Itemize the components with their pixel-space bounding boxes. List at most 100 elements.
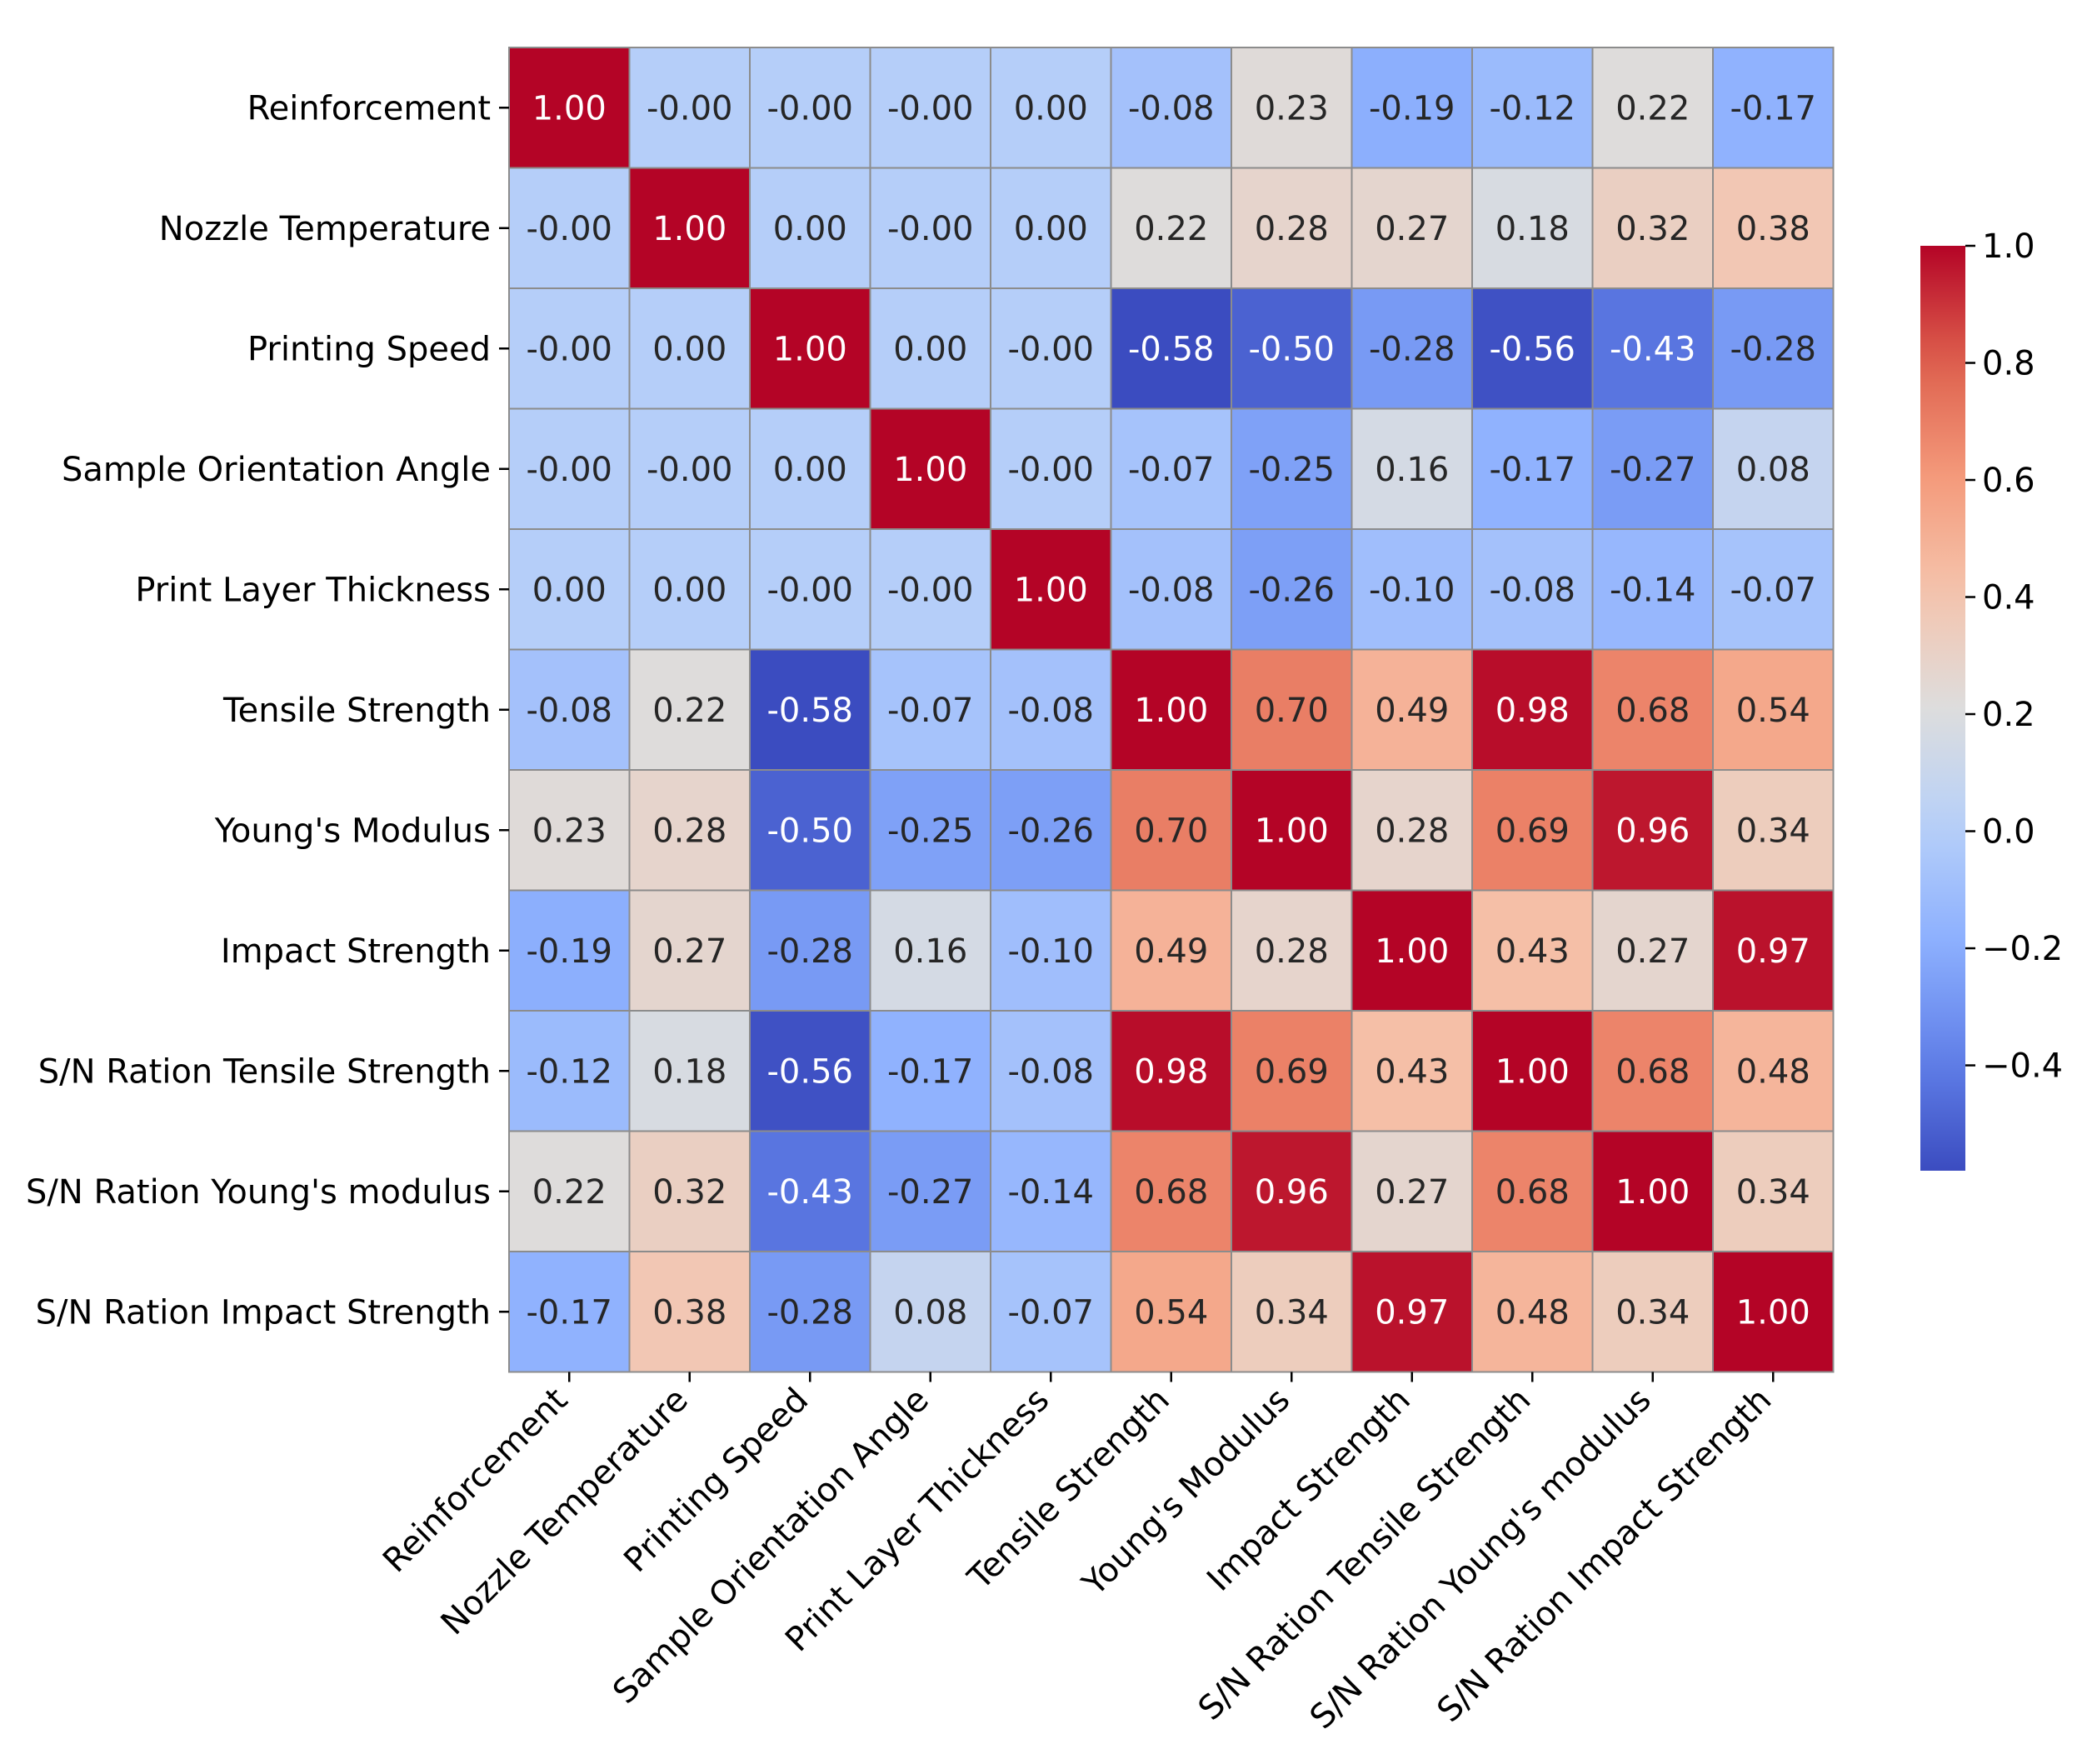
heatmap-cell-r9-c0: [508, 1130, 631, 1252]
colorbar-tick-label-7: −0.4: [1982, 1047, 2063, 1086]
cell-value-r1-c10: 0.38: [1736, 210, 1810, 248]
column-label-nozzle-temperature: Nozzle Temperature: [434, 1381, 696, 1642]
cell-value-r5-c1: 0.22: [652, 692, 726, 730]
heatmap-cell-r0-c9: [1591, 47, 1714, 169]
heatmap-cell-r4-c1: [628, 528, 751, 651]
cell-value-r3-c7: 0.16: [1375, 451, 1449, 489]
cell-value-r5-c0: -0.08: [527, 692, 613, 730]
cell-value-r6-c1: 0.28: [652, 812, 726, 850]
cell-value-r9-c1: 0.32: [652, 1173, 726, 1212]
heatmap-cell-r4-c0: [508, 528, 631, 651]
colorbar-tick-label-1: 0.8: [1982, 345, 2035, 383]
cell-value-r8-c0: -0.12: [527, 1052, 613, 1091]
cell-value-r2-c9: -0.43: [1610, 330, 1696, 368]
heatmap-cell-r3-c10: [1712, 407, 1835, 530]
row-label-sample-orientation-angle: Sample Orientation Angle: [62, 451, 491, 489]
row-axis: Reinforcement Nozzle Temperature Printing …: [26, 89, 509, 1332]
heatmap-cell-r10-c5: [1110, 1251, 1232, 1373]
cell-value-r2-c6: -0.50: [1249, 330, 1336, 368]
cell-value-r10-c4: -0.07: [1008, 1293, 1095, 1332]
heatmap-cell-r1-c9: [1591, 167, 1714, 289]
cell-value-r7-c0: -0.19: [527, 932, 613, 971]
heatmap-cell-r8-c7: [1351, 1010, 1473, 1132]
cell-value-r7-c2: -0.28: [767, 932, 854, 971]
cell-value-r8-c5: 0.98: [1134, 1052, 1208, 1091]
cell-value-r10-c7: 0.97: [1375, 1293, 1449, 1332]
cell-value-r1-c0: -0.00: [527, 210, 613, 248]
row-label-s-n-ration-tensile-strength: S/N Ration Tensile Strength: [38, 1052, 491, 1091]
cell-value-r7-c4: -0.10: [1008, 932, 1095, 971]
cell-value-r4-c6: -0.26: [1249, 571, 1336, 609]
heatmap-cell-r8-c10: [1712, 1010, 1835, 1132]
heatmap-cell-r10-c2: [749, 1251, 871, 1373]
heatmap-cell-r2-c8: [1471, 287, 1594, 410]
cell-value-r2-c0: -0.00: [527, 330, 613, 368]
heatmap-cell-r3-c2: [749, 407, 871, 530]
heatmap-cell-r8-c6: [1231, 1010, 1353, 1132]
cell-value-r0-c10: -0.17: [1730, 89, 1817, 127]
cell-value-r8-c4: -0.08: [1008, 1052, 1095, 1091]
heatmap-cell-r1-c2: [749, 167, 871, 289]
cell-value-r7-c5: 0.49: [1134, 932, 1208, 971]
cell-value-r4-c9: -0.14: [1610, 571, 1696, 609]
cell-value-r3-c10: 0.08: [1736, 451, 1810, 489]
cell-value-r2-c7: -0.28: [1369, 330, 1455, 368]
cell-value-r6-c8: 0.69: [1495, 812, 1570, 850]
cell-value-r9-c7: 0.27: [1375, 1173, 1449, 1212]
cell-value-r2-c8: -0.56: [1490, 330, 1576, 368]
cell-value-r8-c9: 0.68: [1615, 1052, 1690, 1091]
column-label-impact-strength: Impact Strength: [1200, 1381, 1418, 1599]
heatmap-cell-r3-c4: [990, 407, 1112, 530]
heatmap-cell-r1-c6: [1231, 167, 1353, 289]
heatmap-cell-r3-c3: [869, 407, 991, 530]
heatmap-cell-r1-c0: [508, 167, 631, 289]
heatmap-cell-r9-c3: [869, 1130, 991, 1252]
cell-value-r1-c3: -0.00: [887, 210, 974, 248]
heatmap-cell-r7-c4: [990, 889, 1112, 1012]
heatmap-cell-r10-c7: [1351, 1251, 1473, 1373]
heatmap-cell-r7-c1: [628, 889, 751, 1012]
heatmap-cell-r8-c0: [508, 1010, 631, 1132]
cell-value-r9-c6: 0.96: [1255, 1173, 1329, 1212]
cell-value-r4-c3: -0.00: [887, 571, 974, 609]
cell-value-r7-c9: 0.27: [1615, 932, 1690, 971]
heatmap-cell-r2-c0: [508, 287, 631, 410]
heatmap-cell-r1-c10: [1712, 167, 1835, 289]
heatmap-cell-r4-c10: [1712, 528, 1835, 651]
heatmap-cell-r4-c8: [1471, 528, 1594, 651]
cell-value-r9-c9: 1.00: [1615, 1173, 1690, 1212]
cell-value-r4-c4: 1.00: [1014, 571, 1088, 609]
heatmap-cell-r2-c6: [1231, 287, 1353, 410]
cell-value-r7-c1: 0.27: [652, 932, 726, 971]
heatmap-cell-r0-c5: [1110, 47, 1232, 169]
heatmap-cell-r4-c3: [869, 528, 991, 651]
cell-value-r0-c1: -0.00: [647, 89, 733, 127]
cell-value-r10-c2: -0.28: [767, 1293, 854, 1332]
cell-value-r2-c3: 0.00: [893, 330, 967, 368]
heatmap-cell-r6-c0: [508, 769, 631, 892]
cell-value-r5-c9: 0.68: [1615, 692, 1690, 730]
cell-value-r0-c6: 0.23: [1255, 89, 1329, 127]
heatmap-cell-r8-c2: [749, 1010, 871, 1132]
heatmap-cell-r0-c2: [749, 47, 871, 169]
cell-value-r10-c6: 0.34: [1255, 1293, 1329, 1332]
row-label-reinforcement: Reinforcement: [247, 89, 491, 127]
cell-value-r3-c0: -0.00: [527, 451, 613, 489]
row-label-s-n-ration-young-s-modulus: S/N Ration Young's modulus: [26, 1173, 491, 1212]
cell-value-r9-c8: 0.68: [1495, 1173, 1570, 1212]
heatmap-cell-r4-c6: [1231, 528, 1353, 651]
cell-value-r7-c8: 0.43: [1495, 932, 1570, 971]
cell-value-r9-c2: -0.43: [767, 1173, 854, 1212]
cell-value-r8-c7: 0.43: [1375, 1052, 1449, 1091]
cell-value-r5-c3: -0.07: [887, 692, 974, 730]
row-label-tensile-strength: Tensile Strength: [222, 692, 491, 730]
cell-value-r3-c4: -0.00: [1008, 451, 1095, 489]
cell-value-r6-c3: -0.25: [887, 812, 974, 850]
cell-value-r5-c5: 1.00: [1134, 692, 1208, 730]
cell-value-r3-c9: -0.27: [1610, 451, 1696, 489]
cell-value-r8-c2: -0.56: [767, 1052, 854, 1091]
colorbar-tick-label-5: 0.0: [1982, 813, 2035, 852]
cell-value-r1-c1: 1.00: [652, 210, 726, 248]
cell-value-r3-c1: -0.00: [647, 451, 733, 489]
